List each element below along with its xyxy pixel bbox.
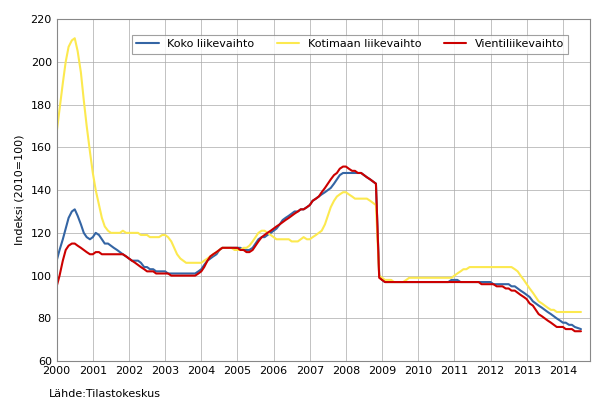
Vientiliikevaihto [107, 252, 114, 257]
Vientiliikevaihto [339, 164, 347, 169]
Koko liikevaihto [53, 258, 60, 263]
Koko liikevaihto [107, 243, 114, 248]
Vientiliikevaihto [442, 280, 449, 285]
Kotimaan liikevaihto [71, 36, 79, 41]
Koko liikevaihto [339, 171, 347, 176]
Text: Lähde:Tilastokeskus: Lähde:Tilastokeskus [48, 389, 160, 399]
Kotimaan liikevaihto [110, 230, 117, 235]
Koko liikevaihto [333, 177, 341, 182]
Line: Koko liikevaihto: Koko liikevaihto [57, 173, 581, 329]
Koko liikevaihto [577, 327, 584, 332]
Kotimaan liikevaihto [336, 192, 344, 197]
Kotimaan liikevaihto [442, 275, 449, 280]
Koko liikevaihto [399, 280, 407, 285]
Koko liikevaihto [442, 280, 449, 285]
Kotimaan liikevaihto [53, 130, 60, 135]
Vientiliikevaihto [577, 329, 584, 334]
Kotimaan liikevaihto [553, 310, 560, 314]
Line: Vientiliikevaihto: Vientiliikevaihto [57, 166, 581, 331]
Vientiliikevaihto [59, 258, 67, 263]
Vientiliikevaihto [399, 280, 407, 285]
Vientiliikevaihto [53, 284, 60, 289]
Kotimaan liikevaihto [399, 280, 407, 285]
Vientiliikevaihto [571, 329, 578, 334]
Koko liikevaihto [74, 213, 81, 218]
Kotimaan liikevaihto [577, 310, 584, 314]
Legend: Koko liikevaihto, Kotimaan liikevaihto, Vientiliikevaihto: Koko liikevaihto, Kotimaan liikevaihto, … [132, 35, 569, 54]
Y-axis label: Indeksi (2010=100): Indeksi (2010=100) [15, 135, 25, 245]
Koko liikevaihto [59, 237, 67, 242]
Vientiliikevaihto [333, 171, 341, 176]
Kotimaan liikevaihto [59, 81, 67, 86]
Kotimaan liikevaihto [77, 70, 85, 75]
Line: Kotimaan liikevaihto: Kotimaan liikevaihto [57, 38, 581, 312]
Vientiliikevaihto [74, 243, 81, 248]
